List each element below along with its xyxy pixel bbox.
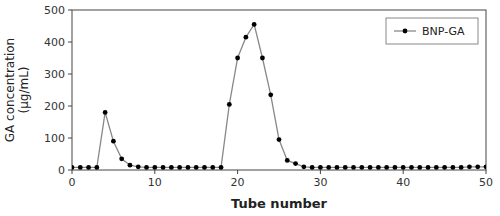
data-point <box>293 161 298 166</box>
plot-frame <box>72 10 486 170</box>
data-point <box>484 164 486 169</box>
data-point <box>136 164 141 169</box>
data-point <box>111 139 116 144</box>
data-point <box>103 110 108 115</box>
x-tick <box>72 170 73 174</box>
data-point <box>318 165 323 170</box>
chart-container: 010203040500100200300400500Tube numberGA… <box>0 0 500 216</box>
y-tick <box>68 170 72 171</box>
data-point <box>227 102 232 107</box>
y-tick-label: 100 <box>44 132 65 145</box>
data-point <box>194 165 199 170</box>
legend-label: BNP-GA <box>422 25 465 38</box>
x-tick <box>403 170 404 174</box>
y-tick <box>68 42 72 43</box>
data-point <box>235 56 240 61</box>
data-point <box>475 164 480 169</box>
y-tick-label: 400 <box>44 36 65 49</box>
data-point <box>301 164 306 169</box>
data-point <box>450 165 455 170</box>
y-tick-label: 0 <box>58 164 65 177</box>
x-axis-label: Tube number <box>231 196 328 211</box>
data-point <box>86 165 91 170</box>
data-point <box>219 165 224 170</box>
data-point <box>285 158 290 163</box>
data-point <box>210 165 215 170</box>
data-point <box>426 165 431 170</box>
y-axis: 0 100 200 300 400 500 <box>44 4 72 177</box>
y-tick <box>68 106 72 107</box>
data-point <box>326 165 331 170</box>
data-point <box>393 165 398 170</box>
legend-box <box>386 18 478 44</box>
data-point <box>152 165 157 170</box>
y-axis-label: GA concentration(µg/mL) <box>3 38 31 142</box>
data-point <box>351 165 356 170</box>
y-tick-label: 300 <box>44 68 65 81</box>
data-point <box>277 137 282 142</box>
x-tick <box>154 170 155 174</box>
x-tick-label: 20 <box>231 176 245 189</box>
data-point <box>401 165 406 170</box>
y-tick-label: 200 <box>44 100 65 113</box>
data-point <box>119 156 124 161</box>
data-point <box>467 164 472 169</box>
data-point <box>202 165 207 170</box>
data-point <box>186 165 191 170</box>
x-tick <box>320 170 321 174</box>
data-point <box>94 165 99 170</box>
data-point <box>268 92 273 97</box>
x-axis: 0 10 20 30 40 50 <box>69 170 494 189</box>
data-point <box>409 165 414 170</box>
data-point <box>128 163 133 168</box>
x-tick-label: 50 <box>479 176 493 189</box>
data-point <box>376 165 381 170</box>
x-tick <box>237 170 238 174</box>
data-point <box>243 35 248 40</box>
data-point <box>335 165 340 170</box>
data-point <box>417 165 422 170</box>
data-point <box>343 165 348 170</box>
y-tick <box>68 10 72 11</box>
data-point <box>144 165 149 170</box>
data-point <box>384 165 389 170</box>
data-point <box>260 56 265 61</box>
chart-svg: 010203040500100200300400500Tube numberGA… <box>0 0 500 216</box>
x-tick-label: 30 <box>313 176 327 189</box>
y-tick <box>68 74 72 75</box>
y-tick <box>68 138 72 139</box>
x-tick-label: 0 <box>69 176 76 189</box>
data-point <box>310 165 315 170</box>
data-point <box>72 165 74 170</box>
x-tick <box>486 170 487 174</box>
data-point <box>161 165 166 170</box>
x-tick-label: 10 <box>148 176 162 189</box>
data-point <box>169 165 174 170</box>
data-line <box>72 24 486 167</box>
data-point <box>434 165 439 170</box>
data-point <box>359 165 364 170</box>
data-point <box>252 22 257 27</box>
y-tick-label: 500 <box>44 4 65 17</box>
data-point <box>442 165 447 170</box>
data-point <box>177 165 182 170</box>
data-point <box>459 165 464 170</box>
data-point <box>368 165 373 170</box>
legend: BNP-GA <box>386 18 478 44</box>
x-tick-label: 40 <box>396 176 410 189</box>
data-point <box>78 165 83 170</box>
legend-marker <box>403 29 408 34</box>
